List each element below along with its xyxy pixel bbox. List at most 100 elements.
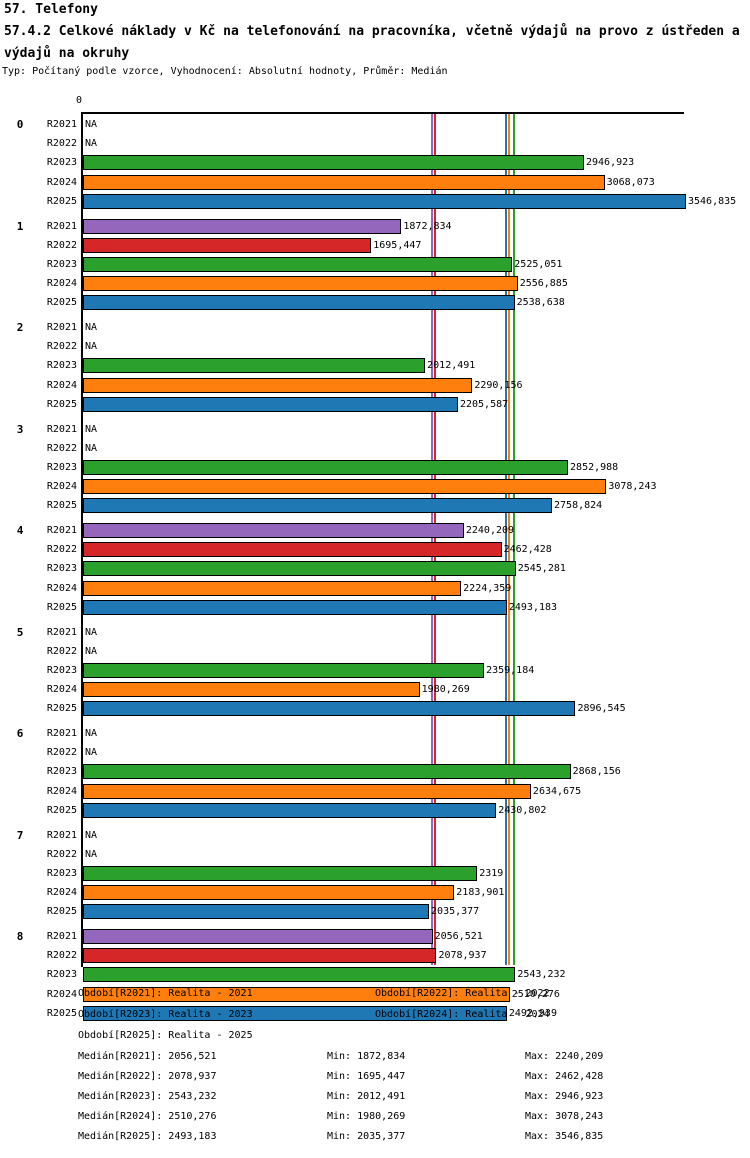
bar-value-label: 2543,232 <box>517 969 566 981</box>
chart-row: R2024 2556,885 <box>0 274 750 293</box>
row-label-r2021: R2021 <box>46 931 77 942</box>
bar-value-label: 2056,521 <box>434 931 483 942</box>
row-label-r2025: R2025 <box>46 804 77 816</box>
row-label-r2024: R2024 <box>46 278 77 290</box>
median-line-r2021 <box>430 114 433 965</box>
statistics-row: Medián[R2023]: 2543,232 Min: 2012,491 Max:… <box>0 1091 750 1111</box>
chart-row: R2022 1695,447 <box>0 236 750 255</box>
bar-r2023[interactable] <box>83 459 569 475</box>
bar-r2021[interactable] <box>83 523 464 538</box>
bar-r2022[interactable] <box>83 542 502 558</box>
row-label-r2022: R2022 <box>46 239 77 251</box>
median-line-r2023 <box>513 114 516 965</box>
group-index-label: 5 <box>16 625 24 639</box>
bar-value-label: 2492,939 <box>508 1007 557 1019</box>
bar-value-label: 1872,834 <box>403 220 452 232</box>
bar-r2024[interactable] <box>83 783 531 799</box>
chart-row: R2025 2896,545 <box>0 699 750 718</box>
bar-r2023[interactable] <box>83 256 513 272</box>
bar-r2024[interactable] <box>83 174 605 190</box>
row-label-r2022: R2022 <box>46 442 77 454</box>
bar-r2021[interactable] <box>83 929 433 944</box>
group-index-label: 7 <box>16 828 24 842</box>
legend-entry: Období[R2024]: Realita - 2024 <box>375 1009 550 1020</box>
bar-r2024[interactable] <box>83 377 473 393</box>
median-value: Medián[R2021]: 2056,521 <box>78 1051 217 1062</box>
bar-value-label: 2538,638 <box>516 297 565 309</box>
row-label-r2024: R2024 <box>46 176 77 188</box>
row-label-r2023: R2023 <box>46 157 77 169</box>
bar-r2024[interactable] <box>83 986 510 1002</box>
bar-r2025[interactable] <box>83 1005 507 1021</box>
row-label-r2021: R2021 <box>46 119 77 130</box>
row-label-r2023: R2023 <box>46 461 77 473</box>
statistics-row: Medián[R2022]: 2078,937 Min: 1695,447 Max:… <box>0 1071 750 1091</box>
row-label-r2025: R2025 <box>46 703 77 715</box>
na-marker: NA <box>85 423 98 435</box>
chart-row: R2023 2946,923 <box>0 153 750 172</box>
row-label-r2025: R2025 <box>46 195 77 207</box>
bar-r2023[interactable] <box>83 967 516 983</box>
bar-r2024[interactable] <box>83 479 607 495</box>
bar-r2024[interactable] <box>83 682 420 698</box>
chart-row: R2023 2359,184 <box>0 661 750 680</box>
bar-r2022[interactable] <box>83 948 437 964</box>
chart-row: 0 R2021 NA <box>0 115 750 134</box>
bar-value-label: 2510,276 <box>511 988 560 1000</box>
median-value: Medián[R2022]: 2078,937 <box>78 1071 217 1082</box>
row-label-r2023: R2023 <box>46 258 77 270</box>
legend-row: Období[R2023]: Realita - 2023 Období[R202… <box>0 1009 750 1030</box>
page-title: 57.4.2 Celkové náklady v Kč na telefonov… <box>4 24 740 61</box>
bar-r2023[interactable] <box>83 155 584 171</box>
na-marker: NA <box>85 119 98 130</box>
bar-r2023[interactable] <box>83 358 426 374</box>
bar-r2025[interactable] <box>83 396 458 412</box>
na-marker: NA <box>85 645 98 657</box>
bar-r2025[interactable] <box>83 498 553 514</box>
bar-r2025[interactable] <box>83 904 430 920</box>
bar-r2023[interactable] <box>83 865 478 881</box>
chart-row: R2023 2852,988 <box>0 458 750 477</box>
chart-row: 3 R2021 NA <box>0 420 750 439</box>
chart-row: 2 R2021 NA <box>0 318 750 337</box>
min-value: Min: 1695,447 <box>327 1071 406 1082</box>
group-index-label: 1 <box>16 219 24 233</box>
bar-r2024[interactable] <box>83 276 518 292</box>
chart-row: R2025 2493,183 <box>0 598 750 617</box>
median-line-r2025 <box>504 114 507 965</box>
chart-row: R2025 2758,824 <box>0 496 750 515</box>
bar-r2025[interactable] <box>83 193 686 209</box>
bar-r2023[interactable] <box>83 764 571 780</box>
legend-entry: Období[R2021]: Realita - 2021 <box>78 988 253 999</box>
na-marker: NA <box>85 322 98 333</box>
chart-row: R2024 2183,901 <box>0 883 750 902</box>
row-label-r2025: R2025 <box>46 906 77 918</box>
min-value: Min: 1980,269 <box>327 1111 406 1122</box>
bar-value-label: 2525,051 <box>514 258 563 270</box>
row-label-r2022: R2022 <box>46 848 77 860</box>
bar-r2025[interactable] <box>83 295 515 311</box>
group-index-label: 2 <box>16 321 24 334</box>
chart-row: R2024 3078,243 <box>0 477 750 496</box>
row-label-r2021: R2021 <box>46 728 77 739</box>
chart-row: R2023 2012,491 <box>0 356 750 375</box>
bar-r2025[interactable] <box>83 701 576 717</box>
bar-value-label: 2556,885 <box>519 278 568 290</box>
bar-r2023[interactable] <box>83 561 516 577</box>
bar-r2024[interactable] <box>83 580 462 596</box>
bar-r2022[interactable] <box>83 237 372 253</box>
bar-r2021[interactable] <box>83 218 402 234</box>
bar-r2025[interactable] <box>83 599 507 615</box>
report-section-title: 57. Telefony <box>4 2 98 17</box>
bar-value-label: 2012,491 <box>427 360 476 372</box>
row-label-r2024: R2024 <box>46 379 77 391</box>
chart-row: R2025 2538,638 <box>0 293 750 312</box>
bar-r2025[interactable] <box>83 802 497 818</box>
row-label-r2023: R2023 <box>46 664 77 676</box>
bar-r2024[interactable] <box>83 885 455 901</box>
bar-r2023[interactable] <box>83 662 485 678</box>
chart-row: R2023 2543,232 <box>0 965 750 984</box>
max-value: Max: 2462,428 <box>525 1071 604 1082</box>
bar-value-label: 2634,675 <box>532 785 582 797</box>
na-marker: NA <box>85 747 98 759</box>
